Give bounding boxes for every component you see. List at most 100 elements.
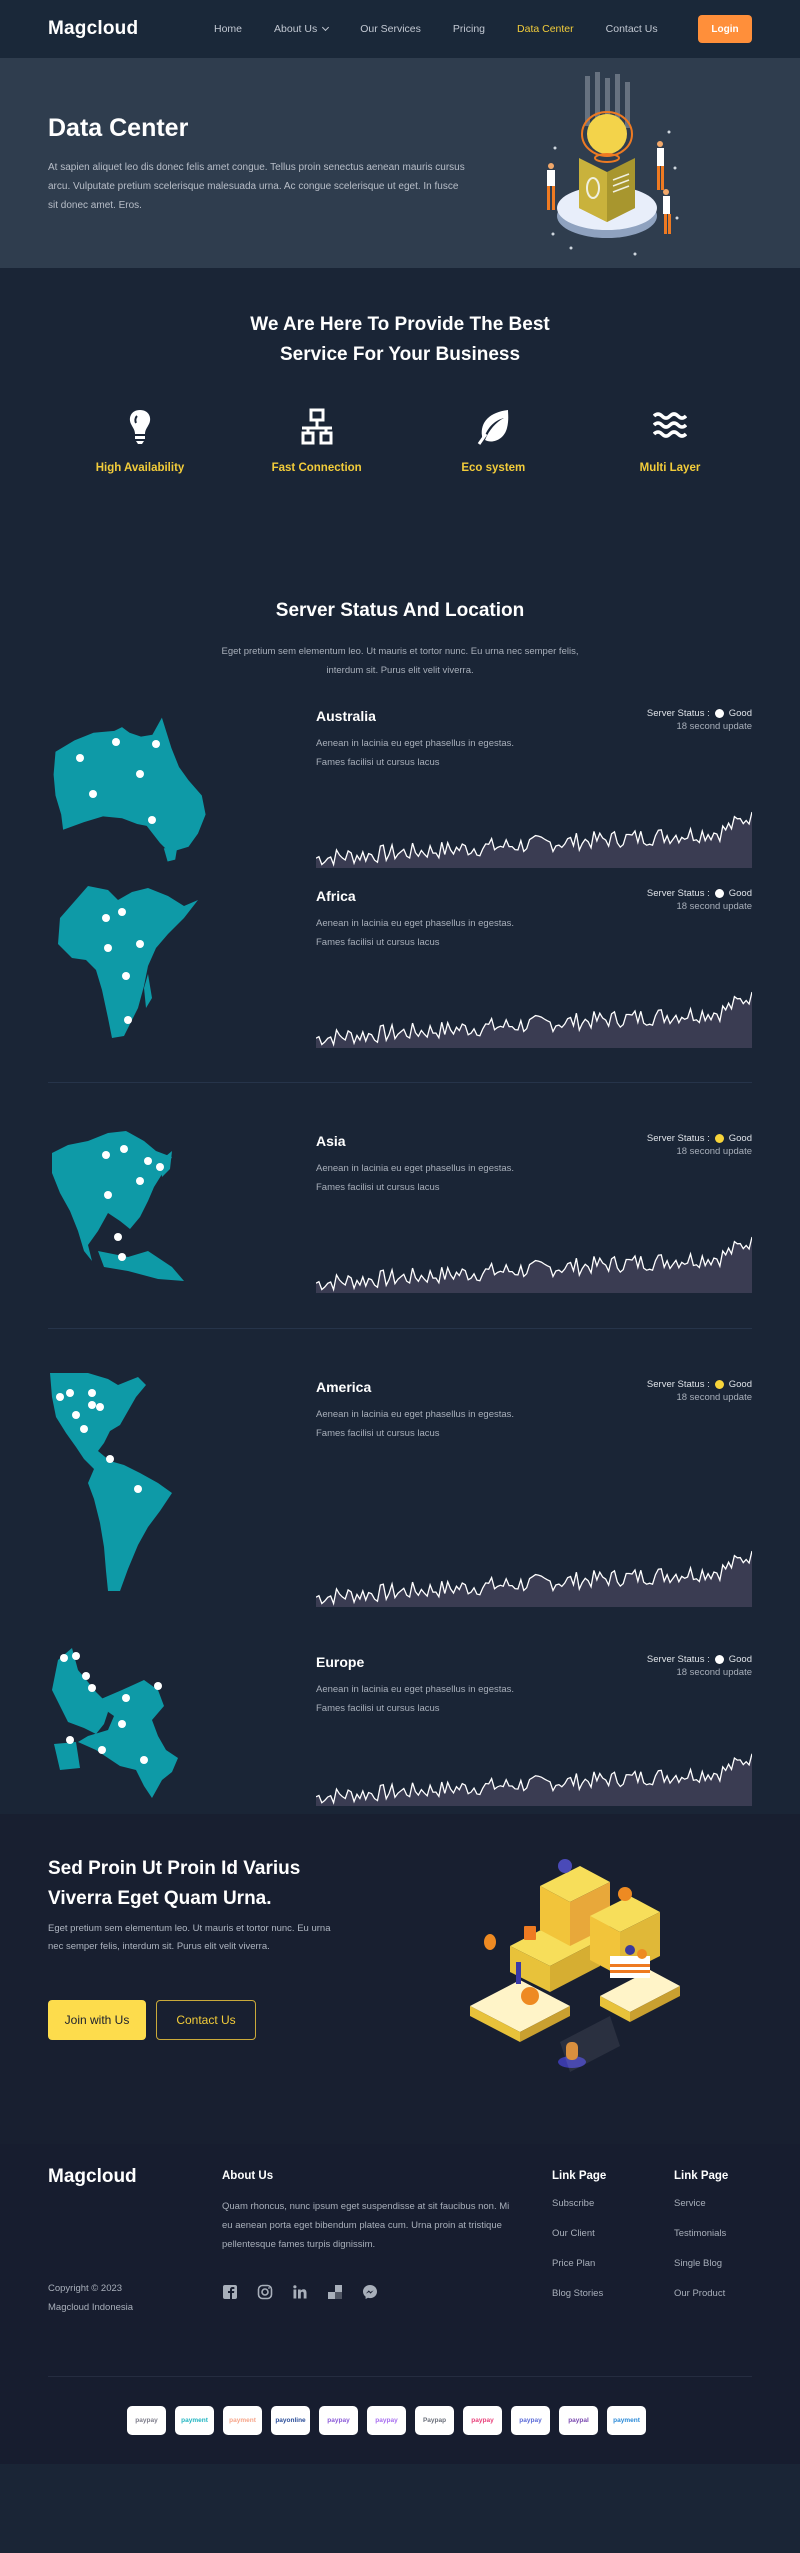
footer-link-single-blog[interactable]: Single Blog	[674, 2258, 723, 2269]
nav-contact-us[interactable]: Contact Us	[606, 23, 658, 35]
nav-about-us[interactable]: About Us	[274, 23, 330, 35]
server-load-chart	[316, 1750, 752, 1806]
payment-logo: payment	[223, 2406, 262, 2435]
footer-logo[interactable]: Magcloud	[48, 2166, 137, 2187]
logo[interactable]: Magcloud	[48, 18, 139, 39]
africa-map	[58, 886, 198, 1038]
server-load-chart	[316, 1233, 752, 1293]
payment-logo: paypay	[463, 2406, 502, 2435]
instagram-icon[interactable]	[257, 2284, 273, 2300]
feature-fast-connection: Fast Connection	[257, 408, 377, 474]
site-header: Magcloud Home About Us Our Services Pric…	[0, 0, 800, 58]
location-pin-icons	[102, 1145, 164, 1261]
footer-link-subscribe[interactable]: Subscribe	[552, 2198, 595, 2209]
copyright-line: Copyright © 2023	[48, 2283, 123, 2294]
server-status-text: Eget pretium sem elementum leo. Ut mauri…	[221, 646, 579, 676]
title-line: We Are Here To Provide The Best	[250, 314, 550, 335]
nav-label: Our Services	[360, 23, 421, 35]
europe-map	[52, 1648, 178, 1798]
america-map	[50, 1373, 172, 1591]
region-info: Europe Aenean in lacinia eu eget phasell…	[316, 1654, 752, 1814]
status-label: Server Status :	[646, 1654, 710, 1665]
status-value: Good	[728, 888, 752, 899]
nav-label: Contact Us	[605, 23, 658, 35]
feature-eco-system: Eco system	[433, 408, 553, 474]
nav-pricing[interactable]: Pricing	[453, 23, 485, 35]
login-button[interactable]: Login	[698, 15, 752, 43]
server-status: Server Status : Good 18 second update	[647, 1379, 752, 1403]
nav-data-center[interactable]: Data Center	[517, 23, 574, 35]
payment-logo: payment	[607, 2406, 646, 2435]
server-load-chart	[316, 808, 752, 868]
region-desc: Aenean in lacinia eu eget phasellus in e…	[316, 1163, 515, 1193]
feature-high-availability: High Availability	[80, 408, 200, 474]
payment-logo: payment	[175, 2406, 214, 2435]
feature-multi-layer: Multi Layer	[610, 408, 730, 474]
status-dot-icon	[714, 1134, 724, 1143]
nav-label: Data Center	[517, 23, 574, 35]
contact-button[interactable]: Contact Us	[156, 2000, 256, 2040]
status-label: Server Status :	[646, 1379, 710, 1390]
facebook-icon[interactable]	[222, 2284, 238, 2300]
payment-logo: paypay	[367, 2406, 406, 2435]
page-title: Data Center	[48, 114, 189, 142]
nav-label: Pricing	[452, 23, 486, 35]
messenger-icon[interactable]	[362, 2284, 378, 2300]
server-status: Server Status : Good 18 second update	[647, 708, 752, 732]
status-label: Server Status :	[646, 708, 710, 719]
server-status: Server Status : Good 18 second update	[647, 1133, 752, 1157]
location-pin-icons	[60, 1652, 162, 1764]
cta-title: Sed Proin Ut Proin Id Varius Viverra Ege…	[48, 1858, 301, 1909]
footer-links-col2: Link Page Service Testimonials Single Bl…	[674, 2170, 728, 2318]
region-africa: Africa Aenean in lacinia eu eget phasell…	[48, 874, 752, 1082]
footer-link-our-client[interactable]: Our Client	[552, 2228, 595, 2239]
status-value: Good	[728, 708, 752, 719]
footer-link-price-plan[interactable]: Price Plan	[552, 2258, 596, 2269]
feature-label: High Availability	[95, 462, 185, 474]
join-button[interactable]: Join with Us	[48, 2000, 146, 2040]
location-pin-icons	[102, 908, 144, 1024]
region-desc: Aenean in lacinia eu eget phasellus in e…	[316, 1684, 515, 1714]
region-name: Australia	[316, 708, 376, 724]
status-update-time: 18 second update	[676, 1667, 752, 1678]
status-value: Good	[728, 1654, 752, 1665]
footer-link-our-product[interactable]: Our Product	[674, 2288, 726, 2299]
footer-divider	[48, 2376, 752, 2377]
region-desc: Aenean in lacinia eu eget phasellus in e…	[316, 738, 515, 768]
footer-col-title: Link Page	[674, 2170, 729, 2182]
delicious-icon[interactable]	[327, 2284, 343, 2300]
status-dot-icon	[714, 889, 724, 898]
payment-logo: Paypap	[415, 2406, 454, 2435]
region-info: Asia Aenean in lacinia eu eget phasellus…	[316, 1133, 752, 1313]
footer-link-testimonials[interactable]: Testimonials	[674, 2228, 727, 2239]
status-label: Server Status :	[646, 888, 710, 899]
hero-section: Data Center At sapien aliquet leo dis do…	[0, 58, 800, 268]
nav-our-services[interactable]: Our Services	[360, 23, 421, 35]
footer-about: About Us Quam rhoncus, nunc ipsum eget s…	[222, 2166, 512, 2300]
data-center-illustration	[547, 72, 679, 256]
footer-link-blog-stories[interactable]: Blog Stories	[552, 2288, 604, 2299]
services-section: We Are Here To Provide The Best Service …	[0, 268, 800, 558]
status-value: Good	[728, 1133, 752, 1144]
asia-map	[52, 1131, 184, 1281]
site-footer: Magcloud Copyright © 2023 Magcloud Indon…	[0, 2144, 800, 2464]
nav-label: Home	[214, 23, 243, 35]
region-europe: Europe Aenean in lacinia eu eget phasell…	[48, 1640, 752, 1814]
region-info: Australia Aenean in lacinia eu eget phas…	[316, 708, 752, 874]
status-update-time: 18 second update	[676, 901, 752, 912]
status-value: Good	[728, 1379, 752, 1390]
footer-link-service[interactable]: Service	[674, 2198, 706, 2209]
footer-col-title: Link Page	[552, 2170, 607, 2182]
region-australia: Australia Aenean in lacinia eu eget phas…	[48, 698, 752, 874]
region-name: Europe	[316, 1654, 365, 1670]
social-links	[222, 2284, 512, 2300]
title-line: Service For Your Business	[279, 344, 521, 365]
feature-label: Fast Connection	[271, 462, 362, 474]
server-status: Server Status : Good 18 second update	[647, 1654, 752, 1678]
status-update-time: 18 second update	[676, 1146, 752, 1157]
nav-home[interactable]: Home	[214, 23, 242, 35]
region-name: Africa	[316, 888, 356, 904]
payment-logo: paypay	[511, 2406, 550, 2435]
main-nav: Home About Us Our Services Pricing Data …	[214, 0, 690, 58]
linkedin-icon[interactable]	[292, 2284, 308, 2300]
